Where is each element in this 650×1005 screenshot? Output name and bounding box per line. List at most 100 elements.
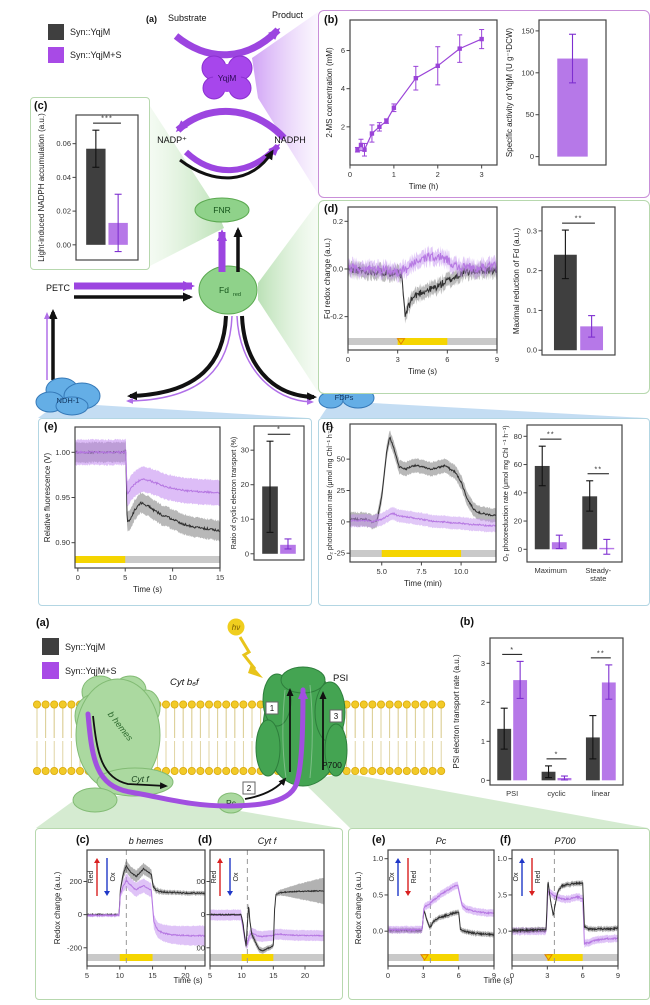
chart-pc-redox: 0 3 6 9 0.0 0.5 1.0 Redox change (a.u.) Pc Ox Red [354, 836, 496, 980]
svg-text:linear: linear [592, 789, 611, 798]
svg-text:0: 0 [530, 152, 534, 161]
bottom-panel-e-letter: (e) [372, 834, 386, 846]
legend-item: Syn::YqjM [48, 24, 121, 40]
black-path-bhemes-cytf [92, 715, 168, 790]
svg-text:O₂ photoreduction rate (μmol m: O₂ photoreduction rate (μmol mg Chl ⁻¹ h… [503, 425, 510, 561]
svg-text:10: 10 [168, 573, 176, 582]
bottom-panel-f-letter: (f) [500, 834, 511, 846]
svg-text:20: 20 [181, 971, 189, 980]
svg-text:4: 4 [341, 84, 345, 93]
svg-text:0: 0 [386, 971, 390, 980]
svg-text:***: *** [101, 114, 113, 123]
svg-text:10: 10 [116, 971, 124, 980]
bottom-panel-a-letter: (a) [36, 617, 50, 629]
svg-text:2: 2 [247, 784, 252, 793]
svg-text:Steady-state: Steady-state [585, 566, 611, 583]
svg-text:Time (s): Time (s) [133, 585, 162, 594]
nadp-label: NADP⁺ [157, 135, 187, 145]
pc-label: Pc [226, 798, 237, 808]
svg-text:**: ** [575, 214, 583, 223]
svg-text:0.0: 0.0 [527, 346, 537, 355]
svg-text:Cyt f: Cyt f [258, 836, 278, 846]
svg-text:Red: Red [411, 870, 418, 883]
svg-text:Ratio of cyclic electron trans: Ratio of cyclic electron transport (%) [231, 437, 238, 549]
svg-text:0: 0 [510, 971, 514, 980]
chart-relative-fluorescence: 0 5 10 15 0.90 0.95 1.00 Time (s) Relative fluor… [43, 426, 224, 594]
svg-text:**: ** [547, 430, 555, 439]
svg-text:*: * [510, 645, 514, 654]
svg-text:5: 5 [123, 573, 127, 582]
svg-text:5: 5 [208, 971, 212, 980]
chart-fd-redox: 0 3 6 9 -0.2 0.0 0.2 Time (s) Fd redox change (a… [323, 206, 499, 376]
f_bar-bar-1-0 [582, 496, 598, 550]
svg-text:-0.2: -0.2 [330, 312, 343, 321]
chart-p700-redox: 0 3 6 9 0.0 0.5 1.0 P700 Ox Red [498, 836, 620, 980]
cytf_line-plot-area [210, 850, 324, 966]
svg-text:0: 0 [481, 776, 485, 785]
svg-text:Fd: Fd [219, 285, 229, 295]
funnel-to-panel-d [258, 202, 318, 392]
arrow-fd-ndh-purple [126, 315, 233, 404]
svg-text:6: 6 [457, 971, 461, 980]
svg-text:0.1: 0.1 [527, 306, 537, 315]
fd-label: Fd [219, 285, 229, 295]
chart-cytf-redox: 5 10 15 20 -200 0 200 Cyt f Red Ox [196, 836, 325, 980]
svg-text:9: 9 [495, 355, 499, 364]
d_line-series-1 [348, 245, 497, 283]
svg-text:2: 2 [481, 698, 485, 707]
svg-text:**: ** [594, 464, 602, 473]
legend-swatch-purple [48, 47, 64, 63]
svg-text:3: 3 [334, 712, 339, 721]
bottom-panel-c-letter: (c) [76, 834, 90, 846]
svg-text:3: 3 [396, 355, 400, 364]
chart-specific-activity: 0 50 100 150 Specific activity of YqjM (U g⁻… [505, 19, 607, 166]
svg-text:6: 6 [581, 971, 585, 980]
bottom-panel-b-letter: (b) [460, 616, 475, 628]
funnel-to-panel-f [320, 403, 646, 418]
psi_bar-bar-0-1 [513, 680, 528, 781]
svg-text:b hemes: b hemes [129, 836, 164, 846]
svg-text:200: 200 [69, 877, 82, 886]
fdps-label: FDPs [335, 393, 354, 402]
svg-text:0.5: 0.5 [373, 890, 383, 899]
legend-label: Syn::YqjM+S [70, 50, 122, 60]
svg-text:1: 1 [392, 170, 396, 179]
p700-label: P700 [322, 760, 342, 770]
svg-text:Maximal reduction of Fd (a.u.): Maximal reduction of Fd (a.u.) [512, 228, 521, 335]
cytf_line-series-1 [210, 877, 324, 954]
svg-text:Ox: Ox [513, 872, 520, 881]
step-box-2: 2 [242, 781, 256, 795]
svg-text:30: 30 [241, 446, 249, 455]
svg-text:50: 50 [526, 110, 534, 119]
legend-label: Syn::YqjM [65, 641, 106, 652]
ndh1-complex: NDH-1 [35, 377, 101, 416]
chart-nadph-accumulation: *** 0.00 0.02 0.04 0.06 Light-induced NADPH a… [37, 113, 139, 262]
panel-d-letter: (d) [324, 203, 339, 215]
petc-label: PETC [46, 283, 71, 293]
svg-text:-25: -25 [334, 549, 345, 558]
svg-text:0.2: 0.2 [333, 217, 343, 226]
psi_bar-bar-2-1 [601, 682, 616, 781]
legend-top: Syn::YqjM Syn::YqjM+S [48, 24, 121, 63]
svg-text:0.0: 0.0 [498, 927, 507, 936]
panel-e-letter: (e) [44, 421, 58, 433]
d_bar-bar-0-1 [580, 326, 604, 351]
legend-swatch-dark [48, 24, 64, 40]
pc_line-plot-area [388, 850, 494, 966]
svg-text:Ox: Ox [110, 872, 117, 881]
funnel-to-panel-e [38, 405, 308, 418]
svg-text:20: 20 [241, 480, 249, 489]
cytf-label: Cyt f [131, 774, 150, 784]
fnr-label: FNR [213, 205, 230, 215]
fd-subscript: red [233, 292, 241, 298]
svg-text:Ox: Ox [233, 872, 240, 881]
top-pathway-diagram: YqjM (a) Substrate Product NADP⁺ NADPH P… [35, 10, 646, 418]
svg-text:150: 150 [521, 26, 534, 35]
svg-text:1.0: 1.0 [373, 854, 383, 863]
svg-text:Redox change (a.u.): Redox change (a.u.) [354, 871, 363, 944]
svg-text:0: 0 [78, 910, 82, 919]
svg-text:15: 15 [216, 573, 224, 582]
svg-text:Specific activity of YqjM (U g: Specific activity of YqjM (U g⁻¹DCW) [505, 28, 514, 157]
